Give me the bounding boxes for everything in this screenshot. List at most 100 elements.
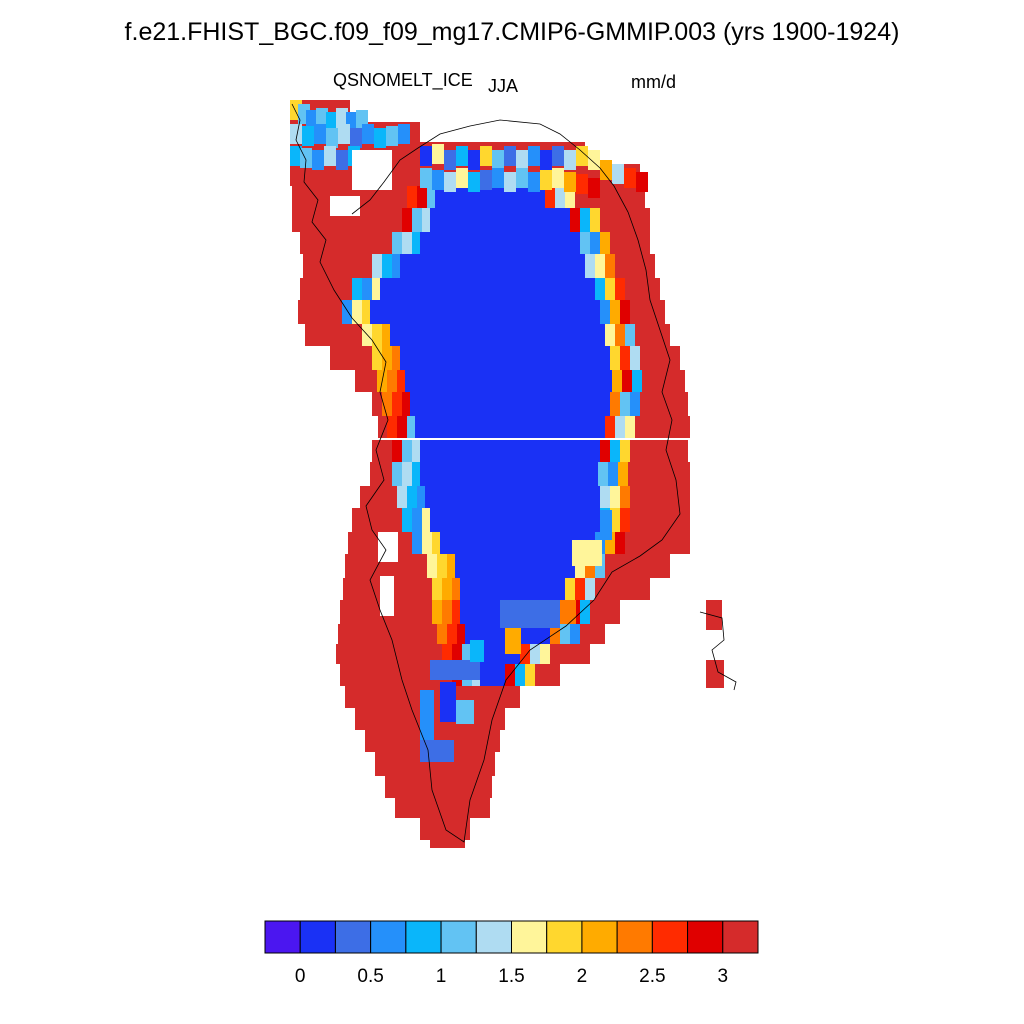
map-cell [437, 554, 447, 578]
map-cell [447, 554, 457, 578]
map-cell [430, 660, 480, 680]
colorbar-swatch [440, 920, 477, 954]
map-cell [452, 600, 462, 624]
map-cell [480, 170, 492, 190]
variable-label: QSNOMELT_ICE [333, 70, 473, 90]
map-cell [560, 600, 576, 624]
map-cell [326, 128, 338, 148]
map-cell [430, 208, 570, 232]
map-cell [706, 660, 724, 688]
map-cell [420, 462, 598, 486]
map-cell [505, 628, 521, 654]
map-cell [362, 124, 374, 144]
map-cell [412, 462, 422, 486]
map-cell [462, 644, 472, 664]
map-cell [300, 148, 312, 168]
map-cell [585, 578, 595, 600]
map-cell [420, 690, 434, 740]
map-cell [500, 600, 560, 628]
map-cell [417, 186, 427, 208]
map-cell [382, 392, 392, 416]
map-cell [600, 160, 612, 180]
map-cell [412, 440, 422, 462]
figure-title: f.e21.FHIST_BGC.f09_f09_mg17.CMIP6-GMMIP… [124, 18, 900, 46]
map-cell [600, 232, 610, 254]
map-cell [447, 624, 457, 644]
map-cell [456, 146, 468, 166]
map-cell [620, 486, 630, 508]
map-cell [392, 440, 402, 462]
colorbar-tick-label: 2.5 [639, 966, 665, 987]
map-cell [620, 300, 630, 324]
map-cell [470, 640, 484, 662]
map-cell [302, 126, 314, 146]
map-cell [326, 112, 338, 132]
map-cell [390, 324, 605, 346]
map-cell [564, 172, 576, 192]
colorbar-swatch [511, 920, 548, 954]
map-cell [565, 578, 575, 600]
map-cells [290, 100, 724, 848]
map-cell [372, 254, 382, 278]
map-cell [432, 144, 444, 164]
map-cell [430, 508, 600, 532]
map-cell [412, 532, 422, 554]
map-cell [402, 440, 412, 462]
map-cell [420, 440, 600, 462]
map-cell [342, 300, 352, 324]
colorbar-tick-label: 0.5 [357, 966, 383, 987]
map-cell [372, 324, 382, 346]
map-cell [552, 168, 564, 188]
map-cell [382, 346, 392, 370]
map-cell [374, 128, 386, 148]
map-cell [437, 624, 447, 644]
map-cell [580, 232, 590, 254]
map-cell [400, 346, 610, 370]
map-cell [415, 416, 605, 438]
map-cell [407, 486, 417, 508]
map-cell [372, 278, 382, 300]
map-cell [397, 370, 407, 392]
map-cell [600, 300, 610, 324]
map-cell [402, 462, 412, 486]
map-cell [600, 440, 610, 462]
map-cell [610, 440, 620, 462]
map-cell [610, 300, 620, 324]
map-cell [330, 196, 360, 216]
map-cell [312, 150, 324, 170]
map-cell [620, 508, 630, 532]
map-cell [417, 486, 427, 508]
map-cell [397, 486, 407, 508]
map-cell [314, 124, 326, 144]
map-cell [362, 278, 372, 300]
map-cell [530, 644, 540, 664]
map-cell [468, 172, 480, 192]
coastline-path [699, 611, 737, 691]
map-cell [407, 416, 417, 438]
units-label: mm/d [631, 72, 676, 92]
map-cell [456, 700, 474, 724]
map-cell [605, 278, 615, 300]
map-cell [460, 578, 565, 600]
colorbar-tick-label: 3 [717, 966, 728, 987]
map-cell [570, 208, 580, 232]
colorbar-swatches [264, 920, 759, 954]
map-cell [528, 172, 540, 192]
map-cell [422, 508, 432, 532]
map-cell [352, 300, 362, 324]
map-cell [570, 624, 580, 644]
map-cell [615, 278, 625, 300]
map-cell [520, 644, 530, 664]
map-cell [600, 486, 610, 508]
map-cell [422, 532, 432, 554]
map-cell [382, 254, 392, 278]
map-cell [492, 168, 504, 188]
map-cell [402, 208, 412, 232]
colorbar-swatch [299, 920, 336, 954]
map-cell [442, 644, 452, 664]
map-cell [545, 186, 555, 208]
map-cell [550, 624, 560, 644]
colorbar-swatch [546, 920, 583, 954]
colorbar-swatch [264, 920, 301, 954]
map-cell [565, 186, 575, 208]
